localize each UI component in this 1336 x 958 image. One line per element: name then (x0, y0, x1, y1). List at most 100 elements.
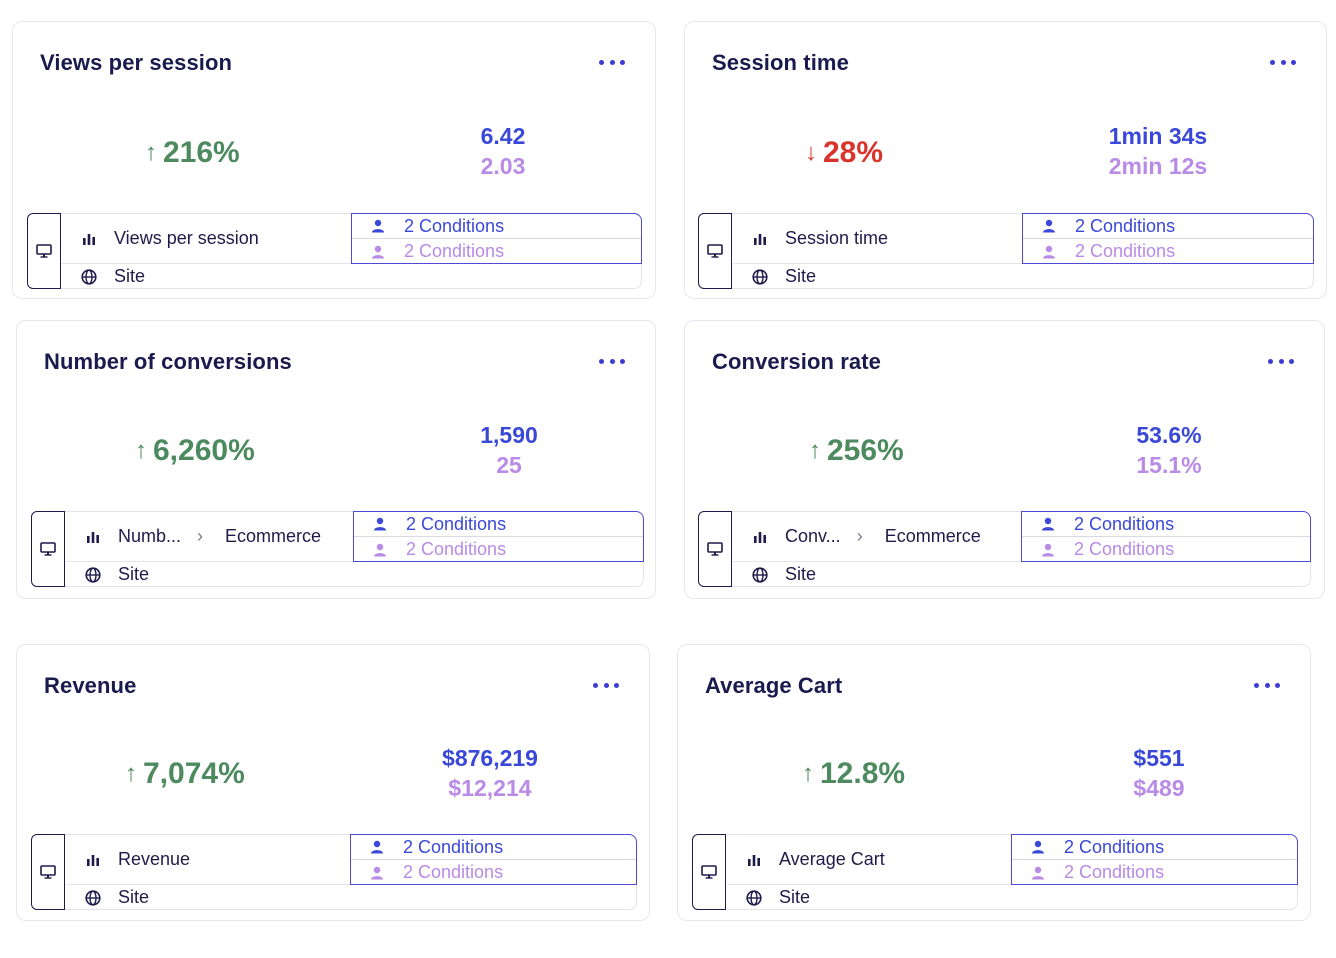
metric-label: Session time (785, 228, 889, 248)
desktop-icon[interactable] (698, 213, 732, 289)
user-icon (368, 840, 386, 854)
scope-label: Site (779, 887, 811, 907)
category-label: Ecommerce (884, 526, 981, 546)
segment-conditions[interactable]: 2 Conditions 2 Conditions (351, 213, 642, 264)
user-icon (371, 543, 389, 557)
user-icon (1039, 543, 1057, 557)
bar-chart-icon (80, 854, 106, 866)
metric-label: Conv... (785, 526, 841, 546)
bar-chart-icon (76, 233, 102, 245)
context-panel: Session time Site 2 Conditions 2 Conditi… (698, 213, 1314, 289)
user-icon (368, 866, 386, 880)
change-value: 28% (823, 136, 884, 169)
card-title: Session time (712, 50, 849, 75)
user-icon (371, 517, 389, 531)
value-pair: $876,219 $12,214 (425, 743, 555, 803)
value-pair: 1,590 25 (459, 420, 559, 480)
metric-card-session-time: Session time ↓ 28% 1min 34s 2min 12s Ses… (684, 21, 1327, 299)
value-pair: 6.42 2.03 (453, 121, 553, 181)
segment-conditions[interactable]: 2 Conditions 2 Conditions (1011, 834, 1298, 885)
more-dots-icon[interactable] (1254, 679, 1280, 691)
scope-row[interactable]: Site (733, 562, 1310, 587)
more-dots-icon[interactable] (599, 355, 625, 367)
user-icon (1040, 245, 1058, 259)
metric-card-conversion-rate: Conversion rate ↑ 256% 53.6% 15.1% Conv.… (684, 320, 1325, 599)
secondary-value: $489 (1133, 775, 1185, 801)
secondary-value: 2.03 (480, 153, 526, 179)
scope-label: Site (118, 564, 150, 584)
globe-icon (741, 889, 767, 906)
condition-label: 2 Conditions (1064, 836, 1165, 857)
context-panel: Views per session Site 2 Conditions 2 Co… (27, 213, 642, 289)
user-icon (1029, 866, 1047, 880)
more-dots-icon[interactable] (1268, 355, 1294, 367)
scope-row[interactable]: Site (66, 885, 636, 910)
segment-secondary[interactable]: 2 Conditions (351, 860, 636, 885)
context-panel: Average Cart Site 2 Conditions 2 Conditi… (692, 834, 1298, 910)
segment-primary[interactable]: 2 Conditions (1023, 214, 1313, 239)
primary-value: $551 (1133, 745, 1185, 771)
segment-conditions[interactable]: 2 Conditions 2 Conditions (350, 834, 637, 885)
globe-icon (80, 889, 106, 906)
user-icon (369, 219, 387, 233)
card-title: Views per session (40, 50, 233, 75)
change-indicator: ↑ 12.8% (802, 757, 905, 791)
scope-row[interactable]: Site (727, 885, 1297, 910)
arrow-up-icon: ↑ (125, 760, 137, 787)
metric-row[interactable]: Conv... › Ecommerce (733, 512, 1310, 562)
more-dots-icon[interactable] (593, 679, 619, 691)
condition-label: 2 Conditions (406, 539, 507, 559)
segment-primary[interactable]: 2 Conditions (351, 835, 636, 860)
scope-row[interactable]: Site (66, 562, 643, 587)
scope-label: Site (114, 266, 146, 286)
segment-secondary[interactable]: 2 Conditions (1012, 860, 1297, 885)
metric-card-number-of-conversions: Number of conversions ↑ 6,260% 1,590 25 … (16, 320, 656, 599)
desktop-icon[interactable] (27, 213, 61, 289)
segment-primary[interactable]: 2 Conditions (1022, 512, 1310, 537)
desktop-icon[interactable] (31, 834, 65, 910)
segment-conditions[interactable]: 2 Conditions 2 Conditions (1022, 213, 1314, 264)
segment-secondary[interactable]: 2 Conditions (352, 239, 641, 264)
more-dots-icon[interactable] (1270, 56, 1296, 68)
condition-label: 2 Conditions (403, 862, 504, 882)
change-indicator: ↑ 7,074% (125, 757, 245, 791)
globe-icon (747, 268, 773, 285)
change-value: 6,260% (153, 434, 255, 467)
metric-label: Views per session (114, 228, 259, 248)
scope-row[interactable]: Site (733, 264, 1313, 289)
change-indicator: ↓ 28% (805, 136, 883, 170)
segment-primary[interactable]: 2 Conditions (1012, 835, 1297, 860)
secondary-value: 2min 12s (1108, 153, 1208, 179)
metric-card-revenue: Revenue ↑ 7,074% $876,219 $12,214 Revenu… (16, 644, 650, 921)
bar-chart-icon (747, 233, 773, 245)
user-icon (1029, 840, 1047, 854)
metric-label: Revenue (118, 849, 191, 869)
condition-label: 2 Conditions (406, 513, 507, 534)
segment-secondary[interactable]: 2 Conditions (354, 537, 643, 562)
secondary-value: $12,214 (448, 775, 532, 801)
desktop-icon[interactable] (692, 834, 726, 910)
bar-chart-icon (741, 854, 767, 866)
segment-secondary[interactable]: 2 Conditions (1022, 537, 1310, 562)
context-panel: Revenue Site 2 Conditions 2 Conditions (31, 834, 637, 910)
card-title: Conversion rate (712, 349, 881, 374)
user-icon (1039, 517, 1057, 531)
card-title: Revenue (44, 673, 137, 698)
desktop-icon[interactable] (31, 511, 65, 587)
segment-secondary[interactable]: 2 Conditions (1023, 239, 1313, 264)
metric-label: Average Cart (779, 849, 885, 869)
segment-conditions[interactable]: 2 Conditions 2 Conditions (1021, 511, 1311, 562)
condition-label: 2 Conditions (404, 215, 505, 236)
primary-value: 1min 34s (1108, 123, 1208, 149)
arrow-up-icon: ↑ (135, 437, 147, 464)
globe-icon (80, 566, 106, 583)
segment-primary[interactable]: 2 Conditions (352, 214, 641, 239)
more-dots-icon[interactable] (599, 56, 625, 68)
scope-row[interactable]: Site (62, 264, 641, 289)
condition-label: 2 Conditions (1075, 241, 1176, 261)
desktop-icon[interactable] (698, 511, 732, 587)
change-indicator: ↑ 216% (145, 136, 240, 170)
segment-conditions[interactable]: 2 Conditions 2 Conditions (353, 511, 644, 562)
context-panel: Numb... › Ecommerce Site 2 Conditions 2 … (31, 511, 644, 587)
segment-primary[interactable]: 2 Conditions (354, 512, 643, 537)
